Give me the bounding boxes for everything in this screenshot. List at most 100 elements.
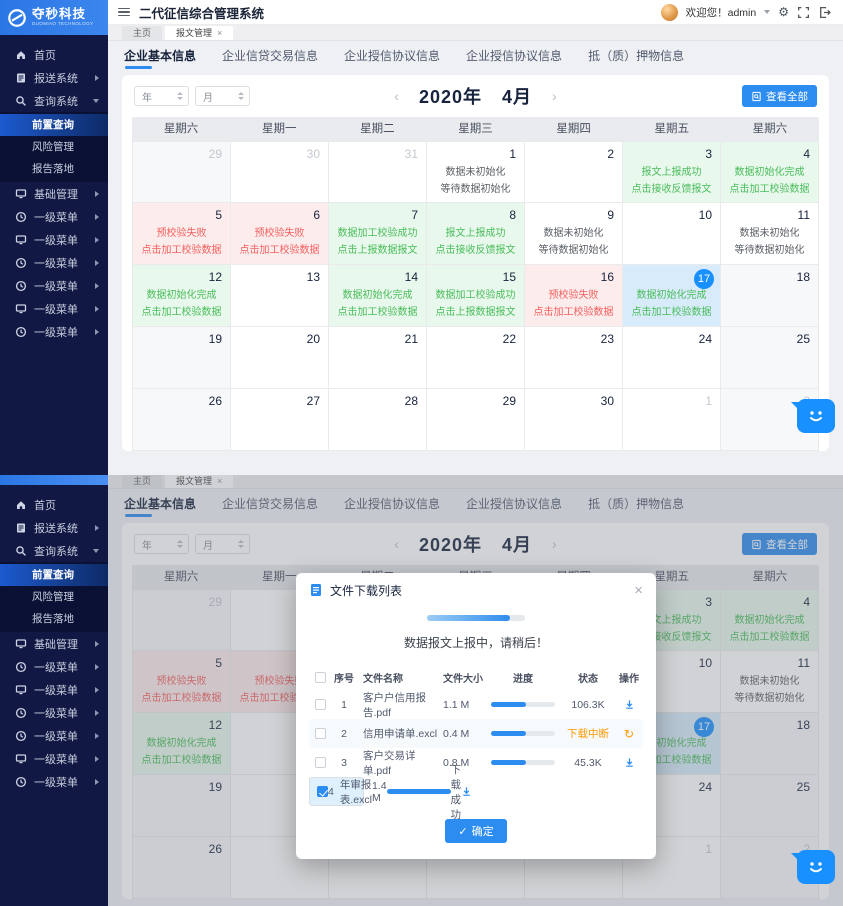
row-checkbox[interactable] — [314, 699, 326, 710]
sidebar-item-查询系统[interactable]: 查询系统 — [0, 539, 108, 562]
sidebar-item-一级菜单[interactable]: 一级菜单 — [0, 747, 108, 770]
year-select[interactable]: 年 — [134, 534, 189, 554]
cell-action-link[interactable]: 点击加工校验数据 — [239, 692, 320, 704]
calendar-cell-26[interactable]: 26 — [133, 837, 231, 899]
chat-widget[interactable] — [791, 399, 835, 433]
cell-action-link[interactable]: 点击加工校验数据 — [337, 306, 418, 318]
calendar-cell-12[interactable]: 12 数据初始化完成 点击加工校验数据 — [133, 265, 231, 327]
sidebar-subitem-风险管理[interactable]: 风险管理 — [32, 141, 74, 153]
calendar-cell-30[interactable]: 30 — [525, 389, 623, 451]
sidebar-item-一级菜单[interactable]: 一级菜单 — [0, 251, 108, 274]
cell-action-link[interactable]: 等待数据初始化 — [538, 244, 609, 256]
year-spinner[interactable] — [177, 92, 183, 100]
cell-action-link[interactable]: 点击加工校验数据 — [631, 306, 712, 318]
sidebar-item-首页[interactable]: 首页 — [0, 43, 108, 66]
calendar-cell-12[interactable]: 12 数据初始化完成 点击加工校验数据 — [133, 713, 231, 775]
tab-企业信贷交易信息[interactable]: 企业信贷交易信息 — [222, 496, 319, 511]
close-tab-icon[interactable]: × — [217, 28, 223, 38]
avatar[interactable] — [660, 3, 678, 21]
download-icon[interactable] — [624, 699, 635, 710]
close-tab-icon[interactable]: × — [217, 476, 223, 486]
cell-action-link[interactable]: 点击加工校验数据 — [729, 183, 810, 195]
calendar-cell-30[interactable]: 30 — [231, 141, 329, 203]
tab-企业基本信息[interactable]: 企业基本信息 — [124, 496, 197, 517]
select-all-checkbox[interactable] — [314, 671, 326, 683]
cell-action-link[interactable]: 点击加工校验数据 — [141, 692, 222, 704]
download-icon[interactable] — [461, 786, 472, 797]
row-checkbox[interactable] — [314, 757, 326, 768]
logout-icon[interactable] — [818, 6, 831, 19]
sidebar-item-一级菜单[interactable]: 一级菜单 — [0, 297, 108, 320]
sidebar-item-一级菜单[interactable]: 一级菜单 — [0, 320, 108, 343]
tab-企业信贷交易信息[interactable]: 企业信贷交易信息 — [222, 48, 319, 63]
cell-action-link[interactable]: 等待数据初始化 — [440, 183, 511, 195]
window-tab-主页[interactable]: 主页 — [122, 475, 163, 488]
calendar-cell-27[interactable]: 27 — [231, 389, 329, 451]
calendar-cell-3[interactable]: 3 报文上报成功 点击接收反馈报文 — [623, 141, 721, 203]
sidebar-subitem-前置查询[interactable]: 前置查询 — [0, 564, 108, 586]
calendar-cell-6[interactable]: 6 预校验失败点击加工校验数据 — [231, 203, 329, 265]
view-all-button[interactable]: 查看全部 — [742, 533, 817, 555]
sidebar-item-报送系统[interactable]: 报送系统 — [0, 66, 108, 89]
cell-action-link[interactable]: 点击加工校验数据 — [141, 244, 222, 256]
cell-action-link[interactable]: 点击加工校验数据 — [631, 754, 712, 766]
calendar-cell-2[interactable]: 2 — [525, 141, 623, 203]
calendar-cell-14[interactable]: 14 数据初始化完成点击加工校验数据 — [329, 265, 427, 327]
calendar-cell-29[interactable]: 29 — [133, 589, 231, 651]
tab-抵（质）押物信息[interactable]: 抵（质）押物信息 — [588, 48, 685, 63]
table-row[interactable]: 2 信用申请单.excl 0.4 M 下载中断 ↻ — [309, 719, 643, 748]
cell-action-link[interactable]: 点击接收反馈报文 — [435, 244, 516, 256]
month-spinner[interactable] — [238, 540, 244, 548]
calendar-cell-19[interactable]: 19 — [133, 775, 231, 837]
sidebar-item-查询系统[interactable]: 查询系统 — [0, 89, 108, 112]
calendar-cell-7[interactable]: 7 数据加工校验成功点击上报数据报文 — [329, 203, 427, 265]
calendar-cell-21[interactable]: 21 — [329, 327, 427, 389]
table-row[interactable]: 4 年审报表.excl 1.4 M 下载成功 — [309, 764, 470, 821]
cell-action-link[interactable]: 点击上报数据报文 — [337, 244, 418, 256]
chevron-down-icon[interactable] — [764, 10, 771, 14]
calendar-cell-18[interactable]: 18 — [721, 713, 819, 775]
tab-企业授信协议信息[interactable]: 企业授信协议信息 — [466, 496, 563, 511]
next-month-icon[interactable]: › — [552, 88, 557, 104]
sidebar-item-一级菜单[interactable]: 一级菜单 — [0, 770, 108, 793]
calendar-cell-4[interactable]: 4 数据初始化完成 点击加工校验数据 — [721, 141, 819, 203]
view-all-button[interactable]: 查看全部 — [742, 85, 817, 107]
cell-action-link[interactable]: 等待数据初始化 — [734, 244, 805, 256]
sidebar-item-一级菜单[interactable]: 一级菜单 — [0, 228, 108, 251]
cell-action-link[interactable]: 点击加工校验数据 — [141, 306, 222, 318]
next-month-icon[interactable]: › — [552, 536, 557, 552]
calendar-cell-19[interactable]: 19 — [133, 327, 231, 389]
calendar-cell-25[interactable]: 25 — [721, 775, 819, 837]
calendar-cell-25[interactable]: 25 — [721, 327, 819, 389]
prev-month-icon[interactable]: ‹ — [394, 88, 399, 104]
cell-action-link[interactable]: 点击接收反馈报文 — [631, 631, 712, 643]
cell-action-link[interactable]: 点击加工校验数据 — [729, 631, 810, 643]
gear-icon[interactable]: ⚙ — [778, 4, 789, 19]
sidebar-item-一级菜单[interactable]: 一级菜单 — [0, 724, 108, 747]
year-select[interactable]: 年 — [134, 86, 189, 106]
sidebar-subitem-报告落地[interactable]: 报告落地 — [32, 163, 74, 175]
sidebar-item-报送系统[interactable]: 报送系统 — [0, 516, 108, 539]
tab-企业授信协议信息[interactable]: 企业授信协议信息 — [466, 48, 563, 63]
download-icon[interactable] — [624, 757, 635, 768]
month-select[interactable]: 月 — [195, 86, 250, 106]
calendar-cell-13[interactable]: 13 — [231, 265, 329, 327]
table-row[interactable]: 3 客户交易详单.pdf 0.8 M 45.3K — [309, 748, 643, 777]
calendar-cell-28[interactable]: 28 — [329, 389, 427, 451]
calendar-cell-18[interactable]: 18 — [721, 265, 819, 327]
window-tab-报文管理[interactable]: 报文管理 × — [165, 26, 234, 40]
sidebar-item-基础管理[interactable]: 基础管理 — [0, 182, 108, 205]
sidebar-subitem-前置查询[interactable]: 前置查询 — [0, 114, 108, 136]
calendar-cell-1[interactable]: 1 — [623, 389, 721, 451]
calendar-cell-22[interactable]: 22 — [427, 327, 525, 389]
calendar-cell-31[interactable]: 31 — [329, 141, 427, 203]
sidebar-item-一级菜单[interactable]: 一级菜单 — [0, 701, 108, 724]
confirm-button[interactable]: ✓ 确定 — [445, 819, 507, 843]
row-checkbox[interactable] — [317, 786, 328, 797]
calendar-cell-5[interactable]: 5 预校验失败 点击加工校验数据 — [133, 651, 231, 713]
year-spinner[interactable] — [177, 540, 183, 548]
calendar-cell-26[interactable]: 26 — [133, 389, 231, 451]
